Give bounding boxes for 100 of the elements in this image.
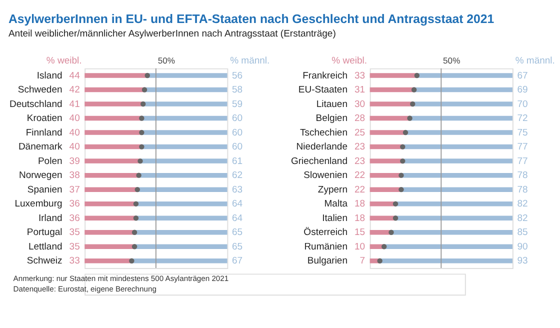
bar <box>144 87 228 92</box>
bar <box>84 102 144 106</box>
data-label: 15 <box>354 227 366 238</box>
bar <box>84 116 142 121</box>
data-label: 77 <box>517 142 528 153</box>
data-label: 23 <box>354 156 366 167</box>
bar <box>401 172 512 178</box>
point <box>142 87 148 92</box>
bar <box>391 230 512 235</box>
bar <box>401 187 512 192</box>
bar <box>370 130 406 135</box>
bar <box>370 87 414 92</box>
bar <box>414 87 512 92</box>
y-tick-label: Irland <box>38 212 62 224</box>
series-label: % männl. <box>515 56 555 67</box>
ref-line-label: 50% <box>443 56 461 66</box>
point <box>382 244 387 250</box>
data-label: 42 <box>69 84 80 96</box>
data-label: 22 <box>354 170 366 182</box>
bar <box>138 172 228 178</box>
data-label: 67 <box>517 70 528 82</box>
point <box>133 216 139 221</box>
bar <box>140 158 228 164</box>
bar <box>84 244 135 250</box>
data-label: 67 <box>232 256 243 267</box>
point <box>139 144 144 150</box>
y-tick-label: Island <box>36 70 62 82</box>
data-label: 40 <box>69 142 80 153</box>
point <box>136 172 142 178</box>
data-label: 78 <box>517 184 528 196</box>
point <box>392 216 398 221</box>
point <box>400 144 406 150</box>
bar <box>84 216 136 220</box>
data-label: 56 <box>232 70 243 82</box>
bar <box>84 144 142 150</box>
point <box>139 116 144 121</box>
data-label: 82 <box>517 212 528 224</box>
bar <box>370 102 413 106</box>
y-tick-label: Österreich <box>304 227 348 238</box>
point <box>133 201 139 206</box>
data-label: 61 <box>232 156 243 167</box>
point <box>134 186 140 192</box>
bar <box>147 73 228 78</box>
bar <box>143 102 228 106</box>
y-tick-label: Frankreich <box>302 70 348 82</box>
bar <box>84 87 145 92</box>
data-label: 93 <box>517 256 528 267</box>
data-label: 7 <box>360 256 366 267</box>
bar <box>84 73 148 78</box>
bar <box>410 116 512 121</box>
bar <box>412 102 512 106</box>
point <box>400 158 406 164</box>
y-tick-label: Norwegen <box>18 170 62 182</box>
y-tick-label: Kroatien <box>26 113 62 124</box>
data-label: 60 <box>232 113 243 124</box>
data-label: 22 <box>354 184 366 196</box>
data-label: 33 <box>69 256 80 267</box>
bar <box>84 172 139 178</box>
y-tick-label: Spanien <box>27 184 62 196</box>
bar <box>402 144 512 150</box>
bar <box>142 130 228 135</box>
chart-subtitle: Anteil weiblicher/männlicher AsylwerberInnen nach Antragsstaat (Erstanträge) <box>8 28 336 40</box>
bar <box>84 187 138 192</box>
bar <box>137 187 228 192</box>
point <box>414 72 420 78</box>
data-label: 38 <box>69 170 80 182</box>
y-tick-label: Bulgarien <box>307 256 348 267</box>
data-label: 63 <box>232 184 243 196</box>
bar <box>134 230 228 235</box>
data-label: 23 <box>354 142 366 153</box>
y-tick-label: Rumänien <box>304 241 348 252</box>
bar <box>370 73 417 78</box>
data-label: 35 <box>69 241 80 252</box>
y-tick-label: Belgien <box>316 113 348 124</box>
data-label: 28 <box>354 113 366 124</box>
chart-title: AsylwerberInnen in EU- und EFTA-Staaten nach Geschlecht und Antragsstaat 2021 <box>8 12 494 26</box>
bar <box>84 130 142 135</box>
data-label: 90 <box>517 241 528 252</box>
bar <box>84 201 136 206</box>
series-label: % weibl. <box>46 56 82 67</box>
text: Anmerkung: nur Staaten mit mindestens 500 Asylanträgen 2021 <box>13 274 229 283</box>
data-label: 62 <box>232 170 243 182</box>
point <box>138 158 143 164</box>
data-label: 70 <box>517 98 528 110</box>
bar <box>84 258 132 264</box>
bar <box>132 258 228 264</box>
data-label: 18 <box>354 212 366 224</box>
data-label: 64 <box>232 198 243 210</box>
data-label: 36 <box>69 212 80 224</box>
data-label: 77 <box>517 156 528 167</box>
y-tick-label: Polen <box>38 156 62 167</box>
data-label: 65 <box>232 241 243 252</box>
point <box>129 258 134 264</box>
data-label: 31 <box>354 84 366 96</box>
data-label: 75 <box>517 127 528 138</box>
y-tick-label: Zypern <box>318 184 348 196</box>
bar <box>384 244 512 250</box>
data-label: 39 <box>69 156 80 167</box>
bar <box>406 130 512 135</box>
data-label: 65 <box>232 227 243 238</box>
